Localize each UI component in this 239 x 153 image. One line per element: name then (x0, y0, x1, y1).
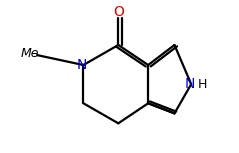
Text: N: N (185, 77, 195, 91)
Text: O: O (113, 5, 124, 19)
Text: N: N (77, 58, 87, 72)
Text: H: H (198, 78, 207, 91)
Text: Me: Me (21, 47, 39, 60)
